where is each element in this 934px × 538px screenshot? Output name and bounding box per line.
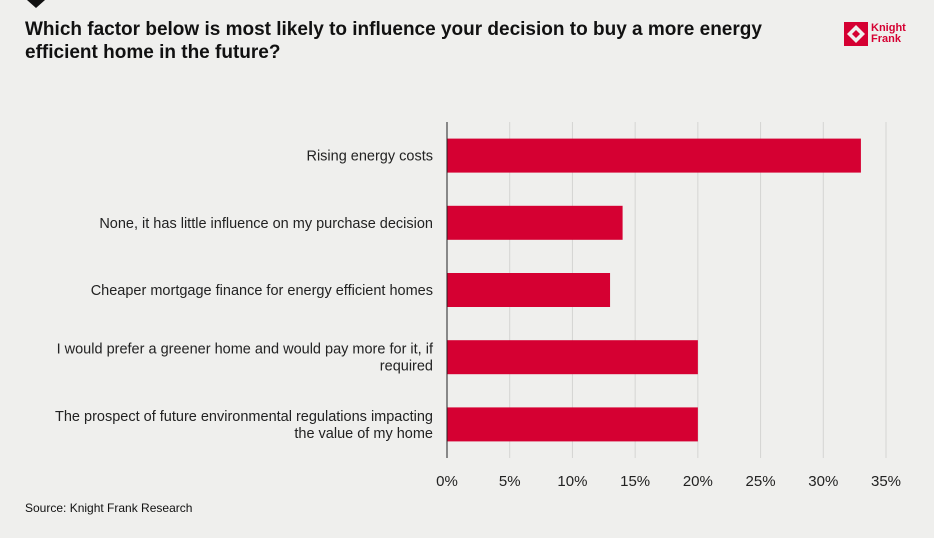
bar — [447, 407, 698, 442]
tick-label: 5% — [499, 473, 521, 490]
tick-label: 0% — [436, 473, 458, 490]
bars — [447, 138, 861, 442]
category-label-line: required — [380, 359, 433, 375]
tick-label: 30% — [808, 473, 838, 490]
category-label-line: Cheaper mortgage finance for energy effi… — [91, 283, 433, 299]
category-label-line: I would prefer a greener home and would … — [57, 342, 434, 358]
bar — [447, 340, 698, 375]
knight-frank-logo: Knight Frank — [844, 22, 924, 48]
logo-line-1: Knight — [871, 22, 906, 34]
category-label: Rising energy costs — [306, 149, 433, 165]
tick-label: 20% — [683, 473, 713, 490]
category-label-line: The prospect of future environmental reg… — [55, 409, 433, 425]
slide-marker — [27, 0, 45, 8]
logo-line-2: Frank — [871, 33, 901, 45]
category-label-line: the value of my home — [294, 426, 433, 442]
category-label-line: None, it has little influence on my purc… — [99, 216, 433, 232]
tick-label: 15% — [620, 473, 650, 490]
tick-label: 10% — [557, 473, 587, 490]
tick-label: 35% — [871, 473, 901, 490]
bar — [447, 138, 861, 173]
tick-label: 25% — [746, 473, 776, 490]
category-label: None, it has little influence on my purc… — [99, 216, 433, 232]
source-note: Source: Knight Frank Research — [25, 501, 193, 515]
category-label: The prospect of future environmental reg… — [55, 409, 433, 442]
logo-text: Knight Frank — [871, 23, 906, 45]
chart-title: Which factor below is most likely to inf… — [25, 19, 762, 63]
knight-frank-logo-icon — [844, 22, 868, 46]
bar — [447, 273, 611, 307]
category-label: Cheaper mortgage finance for energy effi… — [91, 283, 433, 299]
category-labels: Rising energy costs None, it has little i… — [55, 149, 434, 442]
x-axis-tick-labels: 0% 5% 10% 15% 20% 25% 30% 35% — [436, 473, 901, 490]
category-label: I would prefer a greener home and would … — [57, 342, 434, 375]
bar — [447, 205, 623, 240]
category-label-line: Rising energy costs — [306, 149, 433, 165]
